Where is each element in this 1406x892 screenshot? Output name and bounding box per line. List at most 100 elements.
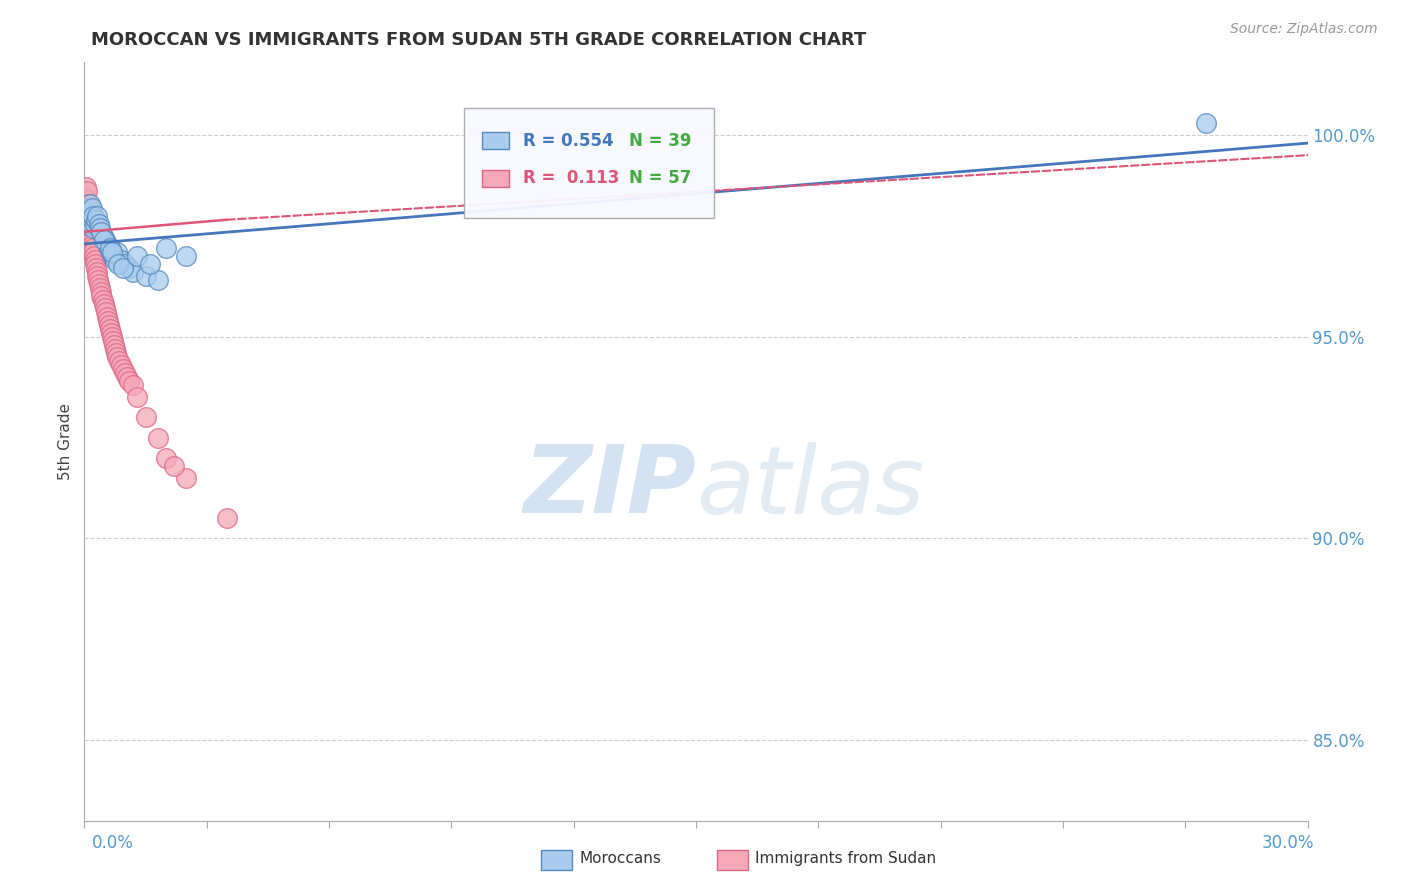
Point	[135, 269, 157, 284]
Point	[79, 196, 101, 211]
Text: MOROCCAN VS IMMIGRANTS FROM SUDAN 5TH GRADE CORRELATION CHART: MOROCCAN VS IMMIGRANTS FROM SUDAN 5TH GR…	[91, 31, 866, 49]
Point	[100, 244, 122, 259]
Point	[82, 241, 104, 255]
Point	[75, 217, 97, 231]
Point	[104, 342, 127, 356]
Point	[217, 511, 239, 525]
Text: 30.0%: 30.0%	[1263, 834, 1315, 852]
Point	[96, 236, 118, 251]
Point	[93, 233, 115, 247]
Text: N = 39: N = 39	[628, 131, 692, 150]
Point	[75, 193, 97, 207]
Point	[112, 261, 135, 276]
Point	[84, 261, 107, 276]
Point	[82, 209, 104, 223]
Point	[110, 358, 132, 372]
Point	[90, 225, 112, 239]
Point	[135, 410, 157, 425]
Point	[80, 225, 103, 239]
Point	[76, 196, 98, 211]
Text: ZIP: ZIP	[523, 441, 696, 533]
Point	[82, 233, 104, 247]
Point	[127, 249, 149, 263]
Point	[91, 228, 114, 243]
Point	[138, 257, 160, 271]
Y-axis label: 5th Grade: 5th Grade	[58, 403, 73, 480]
Point	[87, 277, 110, 292]
Point	[163, 458, 186, 473]
Point	[90, 225, 112, 239]
Point	[96, 310, 118, 324]
Point	[77, 209, 100, 223]
Point	[112, 362, 135, 376]
Point	[98, 321, 121, 335]
Point	[118, 261, 141, 276]
Point	[80, 201, 103, 215]
Point	[87, 273, 110, 287]
Point	[174, 471, 197, 485]
Point	[104, 253, 127, 268]
Point	[91, 293, 114, 308]
Point	[105, 350, 128, 364]
Text: Source: ZipAtlas.com: Source: ZipAtlas.com	[1230, 22, 1378, 37]
Point	[98, 241, 121, 255]
Point	[82, 220, 104, 235]
Point	[79, 220, 101, 235]
Point	[97, 313, 120, 327]
Point	[87, 217, 110, 231]
Text: 0.0%: 0.0%	[91, 834, 134, 852]
Point	[86, 209, 108, 223]
Text: R =  0.113: R = 0.113	[523, 169, 620, 187]
Point	[93, 297, 115, 311]
FancyBboxPatch shape	[482, 132, 509, 149]
Point	[84, 257, 107, 271]
Point	[97, 241, 120, 255]
Point	[127, 390, 149, 404]
Point	[79, 217, 101, 231]
Point	[76, 209, 98, 223]
Text: Moroccans: Moroccans	[579, 851, 661, 865]
Point	[101, 329, 124, 343]
Point	[76, 185, 98, 199]
FancyBboxPatch shape	[464, 108, 714, 218]
Text: atlas: atlas	[696, 442, 924, 533]
Point	[90, 285, 112, 300]
Point	[93, 233, 115, 247]
Point	[114, 257, 136, 271]
Point	[122, 265, 145, 279]
Point	[77, 201, 100, 215]
Point	[89, 220, 111, 235]
Point	[110, 253, 132, 268]
Point	[93, 301, 115, 316]
Point	[1195, 116, 1218, 130]
Point	[82, 244, 104, 259]
Point	[100, 326, 122, 340]
Point	[77, 204, 100, 219]
Point	[77, 212, 100, 227]
Point	[118, 374, 141, 388]
Text: N = 57: N = 57	[628, 169, 692, 187]
Point	[146, 273, 169, 287]
Point	[174, 249, 197, 263]
Point	[77, 204, 100, 219]
FancyBboxPatch shape	[482, 170, 509, 186]
Point	[114, 366, 136, 380]
Point	[155, 241, 177, 255]
Point	[84, 212, 107, 227]
Point	[101, 334, 124, 348]
Point	[94, 305, 117, 319]
Point	[86, 265, 108, 279]
Point	[83, 253, 105, 268]
Point	[155, 450, 177, 465]
Point	[80, 228, 103, 243]
Point	[77, 212, 100, 227]
Point	[97, 318, 120, 332]
Point	[83, 217, 105, 231]
Point	[122, 378, 145, 392]
Point	[89, 281, 111, 295]
Point	[115, 370, 138, 384]
Point	[82, 236, 104, 251]
Point	[101, 244, 124, 259]
Point	[75, 188, 97, 202]
Point	[90, 289, 112, 303]
